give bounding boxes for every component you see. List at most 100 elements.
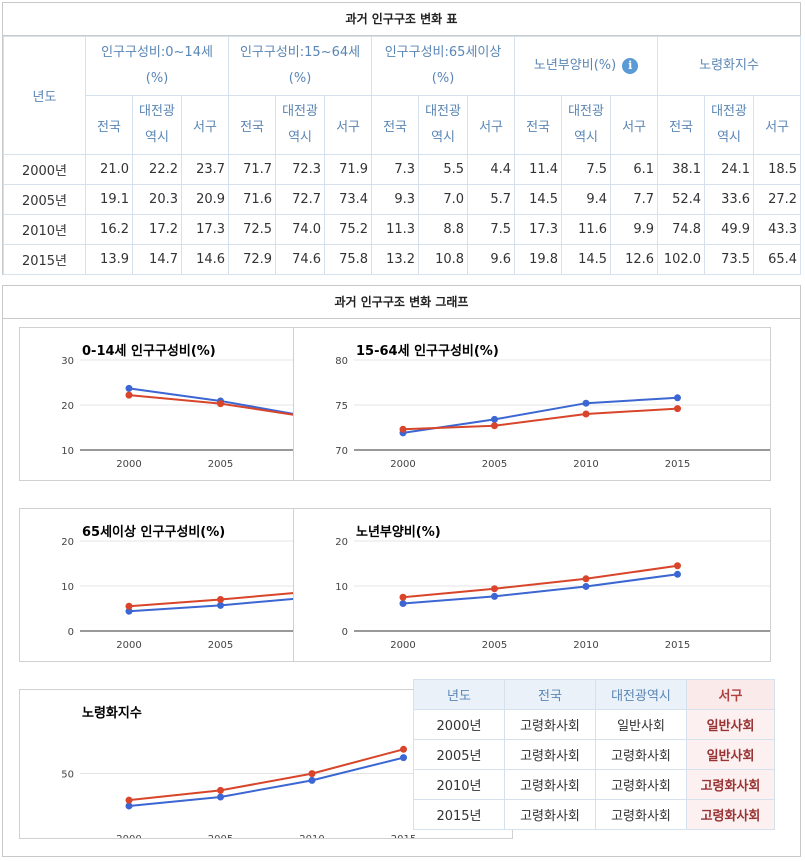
data-point — [126, 797, 133, 804]
y-tick-label: 0 — [68, 627, 74, 638]
data-point — [491, 593, 498, 600]
data-point — [217, 596, 224, 603]
x-tick-label: 2005 — [482, 459, 507, 470]
y-tick-label: 75 — [335, 401, 348, 412]
cls-row: 2015년 고령화사회 고령화사회 고령화사회 — [414, 800, 775, 830]
cls-cell: 일반사회 — [596, 710, 687, 740]
table-cell: 17.2 — [133, 215, 182, 245]
row-year: 2005년 — [4, 185, 86, 215]
data-point — [126, 603, 133, 610]
chart-age-65-plus: 01020200020052010201565세이상 인구구성비(%) — [19, 508, 295, 662]
cls-cell: 고령화사회 — [505, 710, 596, 740]
x-tick-label: 2010 — [299, 834, 324, 838]
sub-header-daejeon-line2: 역시 — [574, 130, 598, 145]
cls-cell: 고령화사회 — [596, 800, 687, 830]
table-cell: 21.0 — [86, 155, 133, 185]
sub-header-daejeon-line1: 대전광 — [711, 104, 747, 119]
data-point — [491, 585, 498, 592]
cls-row: 2010년 고령화사회 고령화사회 고령화사회 — [414, 770, 775, 800]
table-cell: 17.3 — [182, 215, 229, 245]
table-cell: 71.9 — [325, 155, 372, 185]
y-tick-label: 10 — [61, 446, 74, 457]
table-cell: 75.2 — [325, 215, 372, 245]
table-cell: 5.5 — [419, 155, 468, 185]
aging-classification-table: 년도 전국 대전광역시 서구 2000년 고령화사회 일반사회 일반사회 2005년 고령… — [413, 679, 775, 830]
table-cell: 19.1 — [86, 185, 133, 215]
cls-year: 2010년 — [414, 770, 505, 800]
data-point — [217, 787, 224, 794]
table-cell: 7.7 — [611, 185, 658, 215]
group-header: 노령화지수 — [658, 37, 801, 96]
table-cell: 12.6 — [611, 245, 658, 275]
sub-header-daejeon-line2: 역시 — [145, 130, 169, 145]
table-cell: 7.3 — [372, 155, 419, 185]
cls-cell: 일반사회 — [687, 710, 775, 740]
sub-header-daejeon-line1: 대전광 — [282, 104, 318, 119]
data-point — [583, 411, 590, 418]
series-line — [403, 574, 678, 603]
table-cell: 9.9 — [611, 215, 658, 245]
y-tick-label: 20 — [335, 537, 348, 548]
table-cell: 72.7 — [276, 185, 325, 215]
table-cell: 75.8 — [325, 245, 372, 275]
table-cell: 7.5 — [562, 155, 611, 185]
data-point — [400, 594, 407, 601]
group-header-unit: (%) — [289, 71, 312, 86]
x-tick-label: 2000 — [390, 459, 415, 470]
data-point — [491, 416, 498, 423]
table-cell: 20.3 — [133, 185, 182, 215]
table-cell: 14.5 — [562, 245, 611, 275]
sub-header-daejeon-line2: 역시 — [717, 130, 741, 145]
group-header: 인구구성비:0~14세 (%) — [86, 37, 229, 96]
cls-year: 2000년 — [414, 710, 505, 740]
sub-header-seogu: 서구 — [754, 96, 801, 155]
group-header-label: 노년부양비(%) — [534, 58, 616, 73]
table-cell: 9.6 — [468, 245, 515, 275]
data-point — [217, 793, 224, 800]
y-tick-label: 80 — [335, 356, 348, 367]
table-cell: 11.6 — [562, 215, 611, 245]
table-cell: 9.4 — [562, 185, 611, 215]
group-header-label: 노령화지수 — [699, 58, 759, 73]
sub-header-nation: 전국 — [86, 96, 133, 155]
y-tick-label: 20 — [61, 401, 74, 412]
y-tick-label: 30 — [61, 356, 74, 367]
chart-title: 0-14세 인구구성비(%) — [82, 340, 216, 359]
table-cell: 17.3 — [515, 215, 562, 245]
x-tick-label: 2000 — [116, 459, 141, 470]
group-header-label: 인구구성비:15~64세 — [240, 45, 360, 60]
cls-year: 2015년 — [414, 800, 505, 830]
sub-header-daejeon: 대전광 역시 — [562, 96, 611, 155]
table-cell: 8.8 — [419, 215, 468, 245]
table-cell: 33.6 — [705, 185, 754, 215]
data-point — [674, 562, 681, 569]
table-cell: 72.5 — [229, 215, 276, 245]
chart-age-15-64: 70 75 80 2000 2005 2010 2015 15-64세 인구구성비(%) — [293, 327, 771, 481]
population-graph-panel: 과거 인구구조 변화 그래프 10203020002005201020150-1… — [2, 285, 801, 857]
info-icon[interactable]: i — [622, 58, 638, 74]
data-point — [674, 571, 681, 578]
table-cell: 13.9 — [86, 245, 133, 275]
table-cell: 27.2 — [754, 185, 801, 215]
sub-header-daejeon-line1: 대전광 — [425, 104, 461, 119]
chart-title: 15-64세 인구구성비(%) — [356, 340, 499, 359]
cls-header-seogu: 서구 — [687, 680, 775, 710]
sub-header-seogu: 서구 — [325, 96, 372, 155]
table-cell: 65.4 — [754, 245, 801, 275]
table-cell: 74.8 — [658, 215, 705, 245]
table-cell: 6.1 — [611, 155, 658, 185]
table-cell: 23.7 — [182, 155, 229, 185]
data-point — [126, 392, 133, 399]
data-point — [309, 770, 316, 777]
group-header-unit: (%) — [432, 71, 455, 86]
series-line — [403, 566, 678, 598]
sub-header-nation: 전국 — [515, 96, 562, 155]
cls-year: 2005년 — [414, 740, 505, 770]
table-cell: 16.2 — [86, 215, 133, 245]
table-cell: 7.0 — [419, 185, 468, 215]
cls-cell: 고령화사회 — [505, 740, 596, 770]
table-panel-title: 과거 인구구조 변화 표 — [3, 3, 800, 36]
sub-header-daejeon: 대전광 역시 — [133, 96, 182, 155]
x-tick-label: 2005 — [208, 834, 233, 838]
table-cell: 11.4 — [515, 155, 562, 185]
